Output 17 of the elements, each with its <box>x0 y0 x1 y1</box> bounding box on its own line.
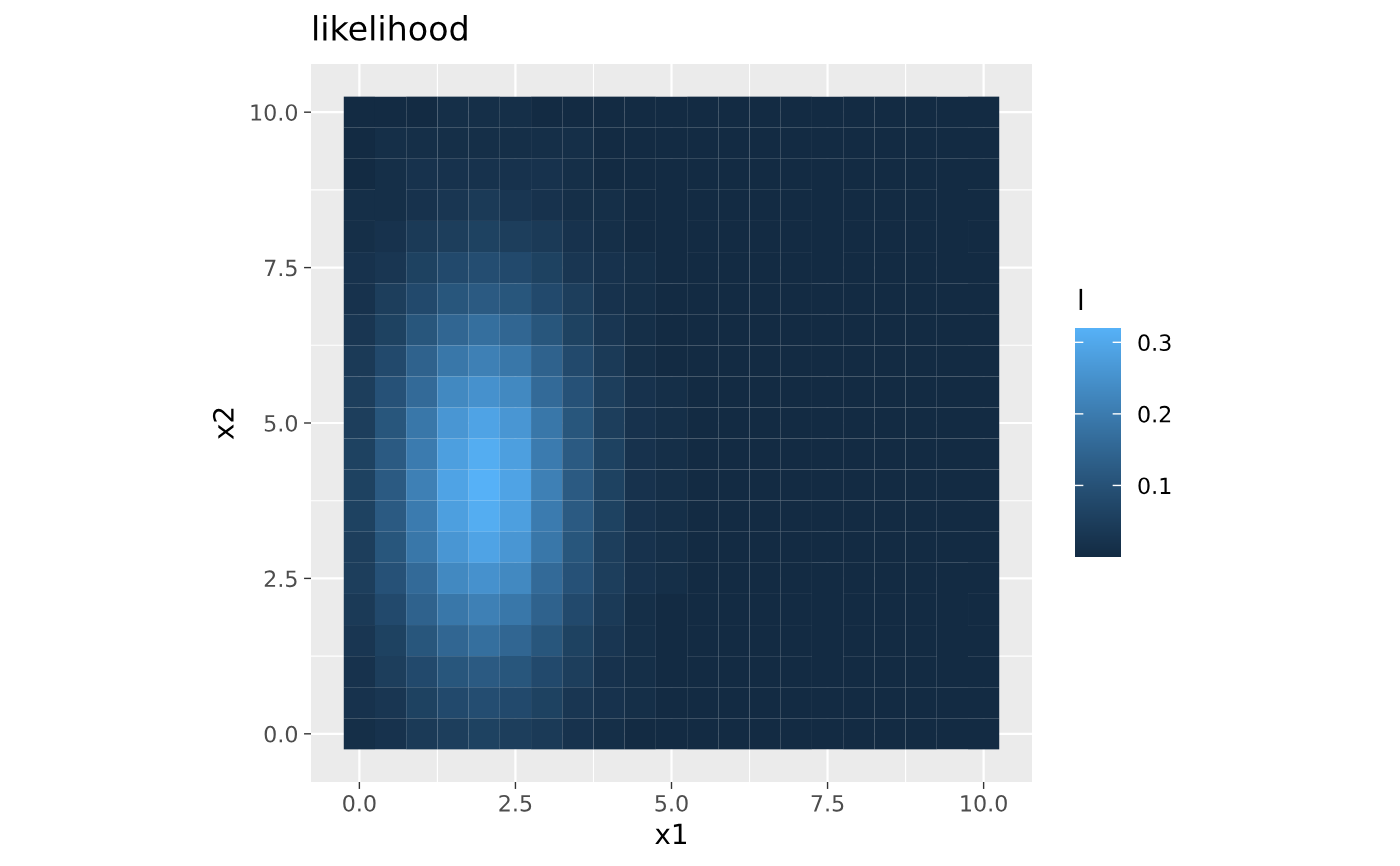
y-tick-label: 7.5 <box>264 259 297 277</box>
color-bar-label: 0.2 <box>1138 405 1171 423</box>
y-tick-label: 5.0 <box>264 414 298 432</box>
y-tick-label: 0.0 <box>264 725 298 743</box>
x-tick-label: 5.0 <box>655 794 688 812</box>
x-tick-label: 2.5 <box>499 794 532 812</box>
y-axis-title: x2 <box>212 408 234 440</box>
x-tick-label: 0.0 <box>343 794 376 812</box>
color-bar-title: l <box>1079 288 1083 310</box>
x-axis-title: x1 <box>655 823 686 845</box>
y-tick-label: 2.5 <box>264 570 297 588</box>
color-bar-label: 0.3 <box>1138 334 1171 352</box>
color-bar-label: 0.1 <box>1138 477 1171 495</box>
chart-title: likelihood <box>314 15 467 41</box>
x-tick-label: 10.0 <box>961 794 1007 812</box>
y-tick-label: 10.0 <box>251 104 298 121</box>
x-tick-label: 7.5 <box>811 795 844 812</box>
